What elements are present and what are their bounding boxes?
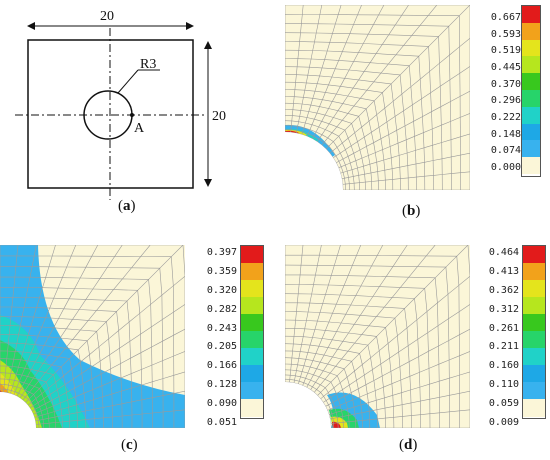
legend-value: 0.009	[488, 417, 519, 428]
legend-value: 0.413	[488, 265, 519, 277]
legend-value: 0.160	[488, 360, 519, 372]
legend-value: 0.362	[488, 284, 519, 296]
legend-value: 0.445	[490, 62, 521, 73]
legend-values-b: 0.667 0.593 0.519 0.445 0.370 0.296 0.222 0.148…	[473, 12, 521, 173]
legend-value: 0.282	[206, 303, 237, 315]
legend-swatch	[241, 297, 263, 315]
legend-swatch	[523, 348, 545, 366]
legend-swatch	[522, 106, 540, 125]
legend-value: 0.320	[206, 284, 237, 296]
radius-label: R3	[140, 57, 156, 72]
legend-value: 0.359	[206, 265, 237, 277]
legend-bar-b	[521, 5, 541, 177]
point-a-marker	[130, 113, 134, 117]
legend-swatch	[523, 314, 545, 332]
legend-swatch	[241, 263, 263, 281]
legend-swatch	[523, 331, 545, 349]
panel-c-contour: 0.397 0.359 0.320 0.282 0.243 0.205 0.166 0.128…	[0, 243, 275, 460]
legend-swatch	[241, 246, 263, 264]
legend-value: 0.667	[490, 12, 521, 23]
caption-d: (d)	[399, 437, 418, 453]
legend-value: 0.397	[206, 247, 237, 258]
legend-value: 0.261	[488, 322, 519, 334]
legend-swatch	[241, 348, 263, 366]
caption-b: (b)	[402, 203, 421, 219]
width-label: 20	[100, 9, 114, 24]
legend-swatch	[522, 6, 540, 24]
height-label: 20	[212, 109, 226, 124]
legend-value: 0.128	[206, 379, 237, 391]
legend-values-c: 0.397 0.359 0.320 0.282 0.243 0.205 0.166 0.128…	[190, 247, 237, 428]
mesh-plot-c	[0, 245, 185, 428]
legend-swatch	[523, 246, 545, 264]
legend-value: 0.222	[490, 112, 521, 123]
legend-swatch	[241, 331, 263, 349]
panel-a-plate-drawing: 20 20 R3 A (a)	[0, 0, 260, 220]
legend-value: 0.090	[206, 398, 237, 410]
legend-value: 0.593	[490, 28, 521, 40]
legend-swatch	[522, 56, 540, 74]
point-a-label: A	[134, 121, 145, 136]
legend-value: 0.000	[490, 162, 521, 173]
legend-swatch	[522, 123, 540, 141]
legend-swatch	[522, 73, 540, 91]
legend-value: 0.312	[488, 303, 519, 315]
legend-value: 0.051	[206, 417, 237, 428]
plate-schematic: 20 20 R3 A	[15, 9, 226, 200]
mesh-plot-b	[285, 5, 470, 190]
legend-swatch	[241, 382, 263, 400]
legend-value: 0.464	[488, 247, 519, 258]
panel-b-contour: 0.667 0.593 0.519 0.445 0.370 0.296 0.222 0.148…	[285, 0, 550, 230]
legend-swatch	[523, 297, 545, 315]
legend-value: 0.211	[488, 341, 519, 353]
legend-bar-c	[240, 245, 264, 419]
legend-swatch	[241, 399, 263, 417]
legend-swatch	[241, 365, 263, 383]
legend-swatch	[523, 399, 545, 417]
legend-value: 0.519	[490, 45, 521, 57]
legend-value: 0.243	[206, 322, 237, 334]
legend-value: 0.205	[206, 341, 237, 353]
legend-value: 0.370	[490, 78, 521, 90]
legend-swatch	[522, 157, 540, 175]
caption-a: (a)	[118, 198, 136, 214]
legend-value: 0.148	[490, 128, 521, 140]
legend-swatch	[241, 314, 263, 332]
legend-value: 0.074	[490, 145, 521, 157]
legend-values-d: 0.464 0.413 0.362 0.312 0.261 0.211 0.160 0.110…	[473, 247, 519, 428]
panel-d-contour: 0.464 0.413 0.362 0.312 0.261 0.211 0.160 0.110…	[285, 243, 550, 460]
legend-swatch	[522, 90, 540, 108]
legend-swatch	[523, 365, 545, 383]
legend-value: 0.296	[490, 95, 521, 107]
mesh-plot-d	[285, 245, 470, 428]
legend-swatch	[523, 263, 545, 281]
legend-bar-d	[522, 245, 546, 419]
legend-value: 0.110	[488, 379, 519, 391]
legend-value: 0.166	[206, 360, 237, 372]
caption-c: (c)	[121, 437, 138, 453]
legend-swatch	[522, 22, 540, 41]
legend-value: 0.059	[488, 398, 519, 410]
legend-swatch	[241, 280, 263, 298]
legend-swatch	[523, 382, 545, 400]
radius-leader	[117, 69, 139, 94]
legend-swatch	[523, 280, 545, 298]
legend-swatch	[522, 39, 540, 57]
legend-swatch	[522, 140, 540, 158]
